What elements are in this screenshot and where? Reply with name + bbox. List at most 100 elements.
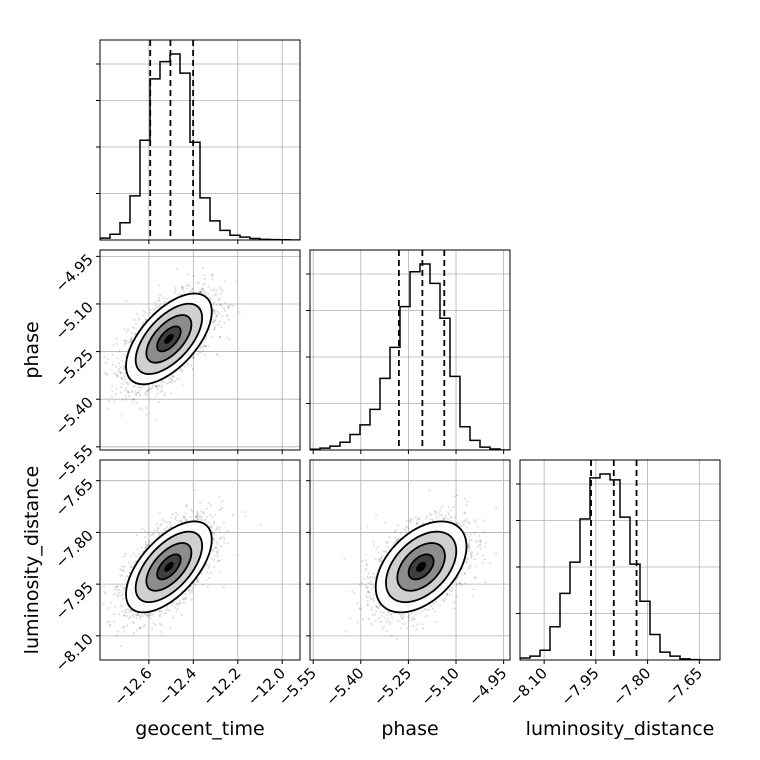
- sample-point: [182, 515, 186, 519]
- sample-point: [116, 375, 119, 378]
- sample-point: [178, 378, 181, 381]
- sample-point: [121, 359, 124, 362]
- sample-point: [212, 558, 216, 561]
- sample-point: [139, 615, 142, 618]
- sample-point: [141, 527, 144, 530]
- sample-point: [226, 529, 229, 533]
- panel-frame: [519, 459, 721, 661]
- sample-point: [129, 340, 132, 343]
- sample-point: [160, 610, 163, 613]
- sample-point: [212, 287, 216, 290]
- sample-point: [123, 364, 126, 367]
- sample-point: [163, 527, 166, 531]
- sample-point: [148, 311, 151, 314]
- sample-point: [109, 623, 112, 627]
- sample-point: [118, 349, 121, 352]
- sample-point: [169, 523, 172, 526]
- sample-point: [221, 315, 224, 318]
- sample-point: [216, 552, 219, 555]
- sample-point: [207, 286, 210, 289]
- sample-point: [202, 344, 206, 347]
- sample-point: [123, 327, 126, 330]
- sample-point: [115, 387, 118, 390]
- sample-point: [203, 337, 207, 341]
- sample-point: [130, 610, 133, 613]
- sample-point: [212, 294, 215, 297]
- sample-point: [190, 598, 193, 601]
- sample-point: [113, 605, 117, 608]
- sample-point: [138, 627, 141, 630]
- sample-point: [113, 620, 116, 623]
- sample-point: [206, 585, 209, 588]
- sample-point: [228, 338, 231, 341]
- sample-point: [155, 386, 158, 389]
- sample-point: [185, 519, 189, 522]
- sample-point: [124, 342, 127, 345]
- sample-point: [213, 325, 217, 328]
- sample-point: [116, 588, 119, 591]
- sample-point: [218, 298, 221, 301]
- sample-point: [197, 350, 200, 353]
- sample-point: [119, 365, 122, 369]
- sample-point: [160, 381, 163, 384]
- grid-lines: [310, 250, 510, 450]
- sample-point: [125, 300, 128, 303]
- sample-point: [205, 564, 208, 567]
- sample-point: [208, 296, 211, 300]
- sample-point: [152, 622, 155, 625]
- sample-point: [211, 531, 215, 534]
- sample-point: [142, 314, 145, 317]
- sample-point: [180, 614, 184, 617]
- sample-point: [126, 390, 130, 393]
- contour-line-2: [145, 314, 193, 364]
- sample-point: [171, 513, 174, 516]
- sample-point: [216, 323, 219, 327]
- sample-point: [166, 526, 169, 529]
- sample-point: [203, 353, 206, 357]
- density-level-4: [164, 333, 174, 344]
- sample-point: [111, 390, 114, 393]
- sample-point: [199, 290, 202, 293]
- sample-point: [208, 576, 211, 580]
- histogram-geocent_time: [100, 40, 300, 240]
- sample-point: [216, 549, 220, 552]
- sample-point: [223, 321, 226, 324]
- sample-point: [184, 597, 187, 600]
- sample-point: [213, 565, 216, 569]
- sample-point: [143, 546, 147, 550]
- sample-point: [183, 364, 186, 367]
- sample-point: [170, 379, 174, 382]
- sample-point: [157, 610, 160, 613]
- sample-point: [154, 304, 158, 307]
- sample-point: [116, 630, 120, 633]
- sample-point: [149, 534, 152, 537]
- sample-point: [222, 535, 225, 538]
- sample-point: [158, 305, 161, 308]
- sample-point: [108, 620, 111, 623]
- sample-point: [224, 302, 227, 305]
- sample-point: [118, 362, 121, 365]
- sample-point: [199, 351, 202, 354]
- sample-point: [213, 309, 216, 313]
- sample-point: [93, 364, 95, 366]
- sample-point: [119, 645, 122, 648]
- sample-point: [166, 605, 169, 608]
- sample-point: [181, 597, 184, 601]
- sample-point: [145, 413, 148, 416]
- sample-point: [218, 508, 221, 512]
- histogram-step-phase: [310, 263, 510, 450]
- sample-point: [226, 314, 229, 317]
- sample-point: [139, 626, 142, 629]
- sample-point: [123, 339, 126, 342]
- sample-point: [119, 391, 123, 394]
- sample-point: [224, 280, 227, 283]
- sample-point: [134, 384, 137, 387]
- sample-point: [124, 553, 127, 556]
- sample-point: [124, 578, 127, 581]
- sample-point: [161, 389, 164, 392]
- sample-point: [156, 299, 160, 302]
- sample-point: [111, 353, 114, 356]
- sample-point: [186, 273, 189, 276]
- sample-point: [196, 517, 200, 521]
